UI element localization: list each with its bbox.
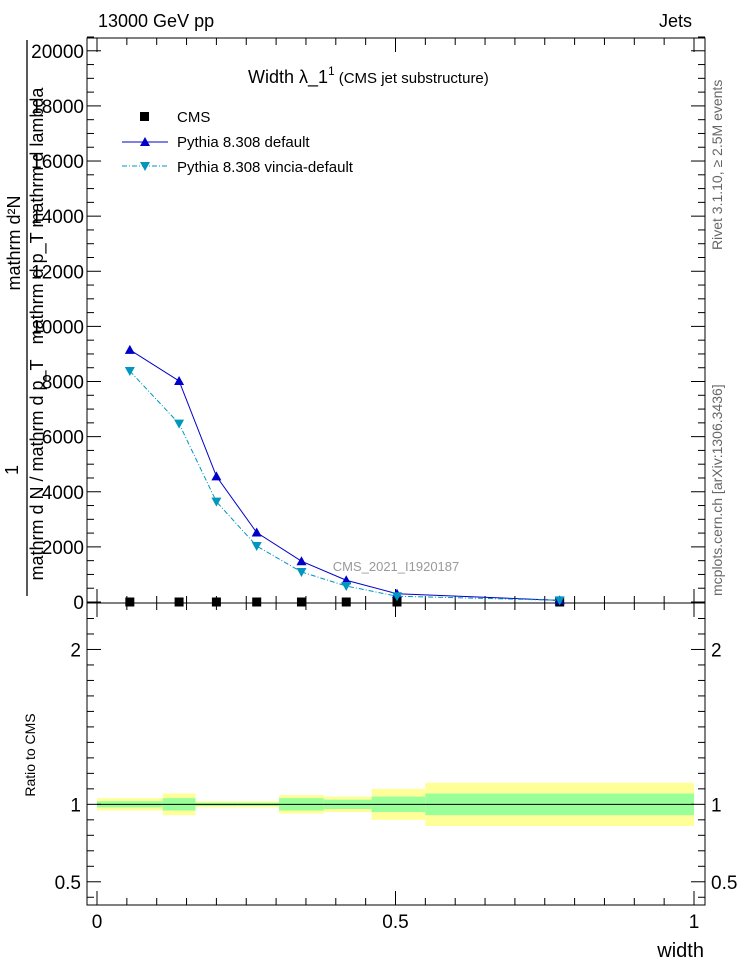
legend-marker-cms (140, 112, 149, 121)
ratio-y-ticks: 0.5 0.5 1 1 2 2 (55, 617, 737, 898)
ratio-y-tick-label-right: 2 (711, 640, 722, 661)
main-y-tick-label: 14000 (31, 207, 84, 228)
main-y-tick-label: 20000 (31, 42, 84, 63)
main-y-tick-label: 8000 (42, 373, 84, 394)
chart-title-main: Width λ_1 (248, 67, 328, 88)
cms-data-point (252, 597, 262, 607)
default-data-point (174, 375, 185, 385)
vincia-data-point (341, 582, 352, 592)
ylabel-denominator-lower: mathrm d N / mathrm d p_T (27, 359, 48, 580)
series-line-2 (129, 370, 560, 601)
ratio-y-tick-label-right: 0.5 (711, 873, 737, 894)
cms-data-point (392, 597, 402, 607)
main-y-ticks: 0 2000 4000 6000 8000 10000 12000 14000 16000 180… (31, 36, 705, 614)
default-data-point (296, 556, 307, 566)
ratio-y-tick-label: 2 (70, 640, 81, 661)
legend-label-vincia: Pythia 8.308 vincia-default (177, 159, 354, 176)
cms-data-point (341, 597, 351, 607)
vincia-data-point (554, 596, 565, 606)
chart-title-sub: (CMS jet substructure) (339, 70, 489, 87)
default-data-point (124, 344, 135, 354)
main-y-tick-label: 12000 (31, 262, 84, 283)
ylabel-numerator-lower: 1 (2, 465, 22, 475)
vincia-data-point (296, 567, 307, 577)
x-tick-label: 0 (92, 912, 103, 933)
x-ticks: 0 0.5 1 (92, 38, 700, 933)
x-tick-label: 0.5 (382, 912, 408, 933)
header-right: Jets (659, 11, 692, 31)
series-line-1 (129, 349, 560, 601)
default-data-point (341, 575, 352, 585)
main-y-tick-label: 2000 (42, 538, 84, 559)
cms-data-point (211, 597, 221, 607)
vincia-data-point (211, 497, 222, 507)
vincia-data-point (174, 419, 185, 429)
main-y-tick-label: 4000 (42, 483, 84, 504)
main-y-tick-label: 18000 (31, 97, 84, 118)
default-data-point (211, 471, 222, 481)
main-y-tick-label: 0 (73, 593, 84, 614)
ratio-ylabel: Ratio to CMS (22, 713, 38, 796)
default-data-point (251, 527, 262, 537)
ratio-y-tick-label: 1 (70, 795, 81, 816)
mcplots-label: mcplots.cern.ch [arXiv:1306.3436] (709, 384, 725, 596)
cms-data-point (296, 597, 306, 607)
cms-data-point (125, 597, 135, 607)
chart-title-sup: 1 (328, 64, 335, 78)
series-layer (124, 344, 565, 607)
legend-label-cms: CMS (177, 109, 210, 126)
legend-label-default: Pythia 8.308 default (177, 134, 310, 151)
main-y-tick-label: 10000 (31, 317, 84, 338)
vincia-data-point (251, 542, 262, 552)
watermark: CMS_2021_I1920187 (333, 559, 460, 574)
x-tick-label: 1 (689, 912, 700, 933)
rivet-label: Rivet 3.1.10, ≥ 2.5M events (709, 80, 725, 250)
legend-marker-default (140, 137, 150, 146)
ratio-y-tick-label-right: 1 (711, 795, 722, 816)
xlabel: width (656, 940, 704, 962)
ratio-y-tick-label: 0.5 (55, 873, 81, 894)
chart-title: Width λ_11 (CMS jet substructure) (248, 64, 489, 88)
vincia-data-point (124, 367, 135, 377)
legend: CMS Pythia 8.308 default Pythia 8.308 vi… (122, 109, 354, 176)
cms-data-point (174, 597, 184, 607)
ylabel-denominator: mathrm d p_T mathrm d lambda (27, 87, 48, 345)
main-y-tick-label: 16000 (31, 152, 84, 173)
main-y-tick-label: 6000 (42, 428, 84, 449)
legend-marker-vincia (140, 162, 150, 171)
header-left: 13000 GeV pp (98, 11, 214, 31)
ratio-plot-frame (86, 602, 706, 906)
ylabel-numerator: mathrm d²N (4, 195, 24, 290)
vincia-data-point (391, 592, 402, 602)
